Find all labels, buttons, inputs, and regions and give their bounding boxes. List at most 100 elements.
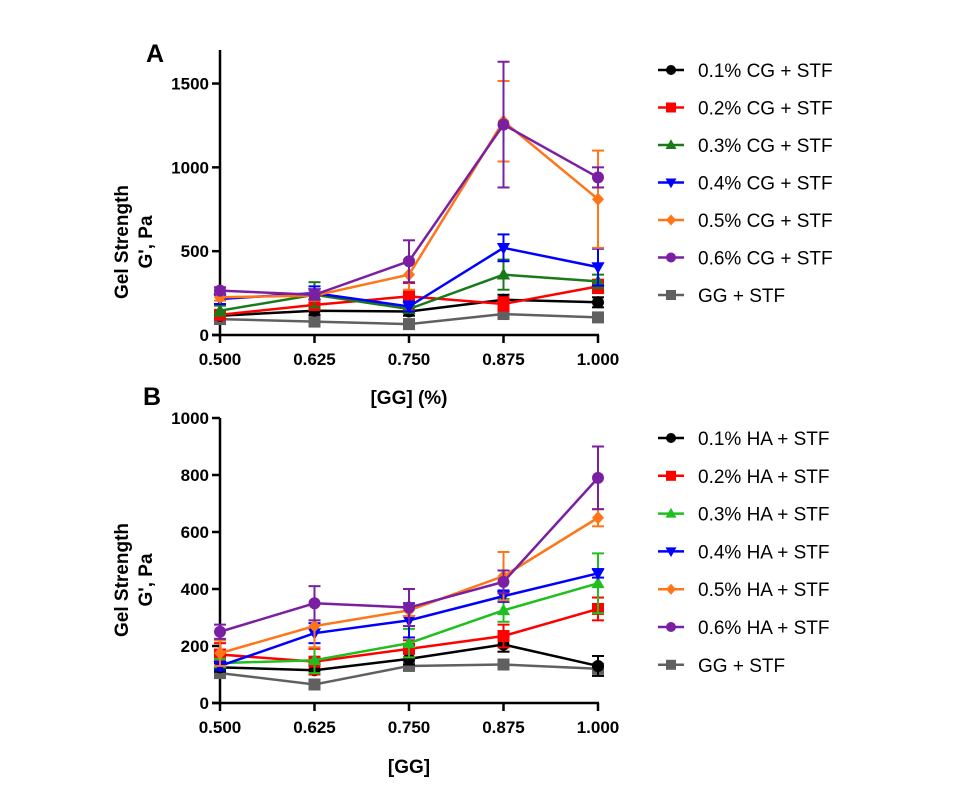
y-axis-label-a-line2: G', Pa (136, 215, 157, 269)
data-point (308, 315, 321, 328)
legend-label: 0.6% CG + STF (698, 249, 833, 270)
legend-label: 0.2% HA + STF (698, 467, 829, 488)
legend-item: 0.2% HA + STF (658, 467, 829, 488)
legend-label: 0.6% HA + STF (698, 618, 829, 639)
legend-label: 0.3% CG + STF (698, 136, 833, 157)
data-point (307, 653, 322, 666)
data-point (592, 311, 604, 324)
legend-label: 0.4% HA + STF (698, 542, 829, 563)
legend-marker (666, 583, 676, 595)
legend-item: 0.4% HA + STF (658, 542, 829, 563)
data-point (592, 171, 604, 184)
data-point (592, 296, 604, 309)
legend-label: 0.3% HA + STF (698, 505, 829, 526)
legend-marker (666, 470, 676, 481)
legend-item: GG + STF (658, 656, 785, 677)
legend-a: 0.1% CG + STF 0.2% CG + STF 0.3% CG + STF 0… (658, 61, 833, 307)
data-point (592, 659, 604, 672)
legend-item: 0.3% CG + STF (658, 136, 833, 157)
legend-item: GG + STF (658, 286, 785, 307)
legend-label: 0.2% CG + STF (698, 99, 833, 120)
y-tick-label-b: 600 (181, 523, 209, 542)
data-point (214, 646, 226, 660)
legend-marker (666, 290, 676, 300)
data-point (308, 678, 321, 691)
legend-marker (666, 622, 676, 632)
legend-label: GG + STF (698, 286, 785, 307)
x-tick-label-b: 0.625 (293, 718, 336, 737)
data-point (213, 303, 227, 316)
data-point (496, 603, 511, 616)
y-axis-label-a-line1: Gel Strength (112, 185, 133, 299)
data-point (591, 568, 605, 581)
data-point (497, 630, 510, 643)
data-point (497, 118, 510, 131)
data-point (214, 625, 226, 638)
data-point (592, 192, 604, 206)
x-axis-label-b: [GG] (388, 757, 430, 778)
x-tick-label-b: 1.000 (577, 718, 620, 737)
legend-marker (665, 178, 677, 189)
x-axis-label-a: [GG] (%) (370, 388, 447, 409)
legend-marker (666, 659, 676, 670)
axes-b: 0 200 400 600 800 1000 0.500 0.625 0.750 0.875 1.0… (171, 409, 619, 737)
data-point (403, 652, 415, 665)
legend-label: 0.5% CG + STF (698, 211, 833, 232)
data-point (403, 255, 415, 268)
y-tick-label-a: 1000 (171, 158, 209, 177)
y-tick-label-a: 0 (200, 326, 209, 345)
data-point (592, 471, 604, 484)
legend-label: 0.5% HA + STF (698, 580, 829, 601)
legend-marker (665, 507, 677, 518)
legend-label: 0.1% CG + STF (698, 61, 833, 82)
data-point (496, 267, 511, 280)
series-b-6 (214, 445, 604, 640)
legend-marker (666, 65, 676, 75)
series-a-6 (214, 60, 604, 301)
data-point (214, 284, 226, 297)
legend-label: 0.4% CG + STF (698, 174, 833, 195)
legend-item: 0.5% HA + STF (658, 580, 829, 601)
data-point (497, 575, 510, 588)
legend-item: 0.6% HA + STF (658, 618, 829, 639)
data-point (402, 301, 416, 314)
data-point (403, 290, 415, 303)
y-tick-label-a: 1500 (171, 75, 209, 94)
data-point (497, 297, 510, 310)
data-point (592, 511, 604, 525)
data-point (308, 597, 321, 610)
legend-marker (666, 214, 676, 226)
panel-label-a: A (146, 40, 164, 68)
axes-a: 0 500 1000 1500 0.500 0.625 0.750 0.875 1.000 (171, 50, 619, 369)
y-tick-label-b: 400 (181, 580, 209, 599)
y-axis-label-b-line2: G', Pa (136, 553, 157, 607)
data-point (308, 619, 321, 633)
data-point (591, 262, 605, 275)
x-tick-label-a: 0.625 (293, 350, 336, 369)
y-tick-label-b: 800 (181, 466, 209, 485)
legend-marker (666, 102, 676, 113)
data-point (308, 288, 321, 301)
legend-label: GG + STF (698, 656, 785, 677)
x-tick-label-b: 0.500 (199, 718, 242, 737)
plot-area-b (213, 445, 605, 691)
x-tick-label-a: 0.750 (388, 350, 431, 369)
x-tick-label-a: 1.000 (577, 350, 620, 369)
y-tick-label-b: 0 (200, 694, 209, 713)
legend-item: 0.4% CG + STF (658, 174, 833, 195)
x-tick-label-a: 0.875 (482, 350, 525, 369)
x-tick-label-a: 0.500 (199, 350, 242, 369)
data-point (497, 658, 510, 671)
plot-area-a (213, 60, 605, 331)
legend-marker (666, 252, 676, 263)
legend-marker (665, 139, 677, 149)
y-tick-label-b: 200 (181, 637, 209, 656)
data-point (403, 318, 415, 331)
data-point (213, 661, 227, 673)
y-tick-label-a: 500 (181, 242, 209, 261)
panel-label-b: B (143, 383, 161, 411)
x-tick-label-b: 0.875 (482, 718, 525, 737)
data-point (496, 243, 511, 255)
legend-marker (665, 547, 677, 558)
